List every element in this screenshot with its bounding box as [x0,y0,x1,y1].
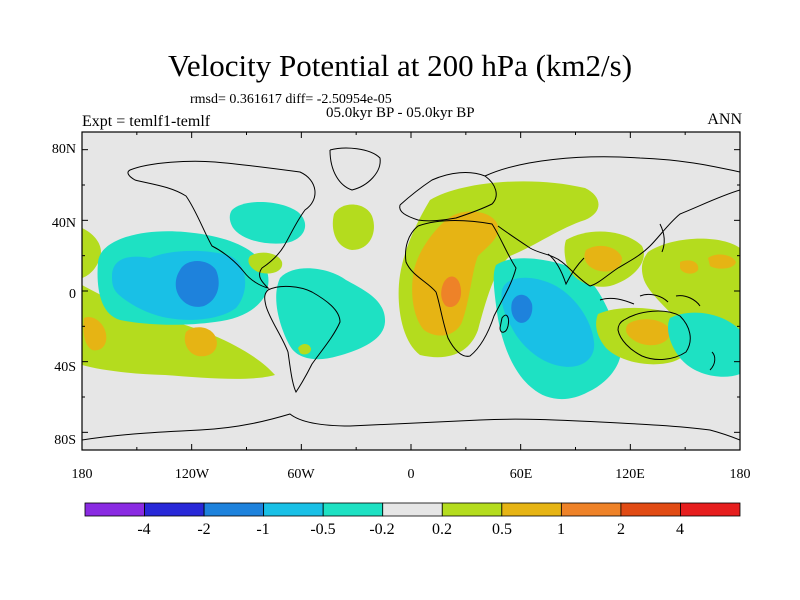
colorbar-box [680,502,741,517]
lon-tick-label: 120E [615,467,645,482]
coast-asia [484,156,740,287]
lat-tick-label: 0 [69,287,76,302]
contour-pos-north-atlantic [332,204,374,250]
coast-greenland [329,147,381,191]
coast-maritime [599,293,701,307]
coast-europe [399,172,497,222]
colorbar-label: -0.5 [310,521,336,538]
coast-australia [617,310,691,360]
coastlines [82,147,740,441]
contour-neg-atlantic-south-america [276,268,386,360]
experiment-label: Expt = temlf1-temlf [82,113,211,130]
period-text: 05.0kyr BP - 05.0kyr BP [326,105,475,121]
contour-pos-pacific-left [83,316,107,351]
coast-india [547,253,585,286]
season-label: ANN [707,111,742,128]
lon-tick-label: 120W [174,467,210,482]
colorbar-label: 2 [617,521,625,538]
coast-africa [405,220,517,357]
colorbar [84,502,741,517]
contour-pos-amazon-small [298,343,311,355]
colorbar-box [620,502,681,517]
stats-text: rmsd= 0.361617 diff= -2.50954e-05 [190,92,392,107]
contour-pos-western-pacific-core [680,254,736,274]
contour-neg-south-pacific-east [667,312,740,377]
colorbar-box [263,502,324,517]
colorbar-box [322,502,384,517]
colorbar-label: -2 [197,521,211,538]
lon-tick-label: 60E [509,467,533,482]
contour-pos-australia-core [625,319,671,346]
lat-tick-label: 80S [54,433,76,448]
coast-south-america [264,285,341,393]
contour-fill-layer [82,181,740,400]
coast-north-america [127,160,316,289]
lon-tick-label: 180 [71,467,93,482]
coast-new-zealand [709,351,716,371]
lat-tick-label: 40S [54,360,76,375]
coast-madagascar [499,314,509,333]
contour-pos-caribbean [248,252,283,274]
colorbar-box [501,502,562,517]
colorbar-box [84,502,145,517]
colorbar-box [560,502,622,517]
colorbar-label: 1 [557,521,565,538]
coast-antarctica [82,413,740,441]
contour-pos-east-asia-core [584,245,622,272]
colorbar-box [144,502,205,517]
axis-ticks [81,132,741,450]
contour-pos-africa-core [441,276,462,308]
colorbar-label: 4 [676,521,684,538]
coast-japan [659,223,665,253]
colorbar-box [382,502,443,517]
colorbar-box [441,502,503,517]
contour-pos-pacific-center [184,327,217,357]
colorbar-box [203,502,265,517]
contour-neg-pacific-core [175,261,219,307]
colorbar-label: -0.2 [369,521,395,538]
lon-tick-label: 0 [407,467,415,482]
lon-tick-label: 60W [287,467,315,482]
lat-tick-label: 80N [51,142,76,157]
map-title: Velocity Potential at 200 hPa (km2/s) [167,48,633,83]
colorbar-label: 0.2 [432,521,452,538]
contour-pos-west-pacific [82,228,101,278]
lon-tick-label: 180 [729,467,751,482]
colorbar-label: -4 [137,521,151,538]
colorbar-label: -1 [256,521,270,538]
contour-neg-north-america [229,201,306,244]
colorbar-label: 0.5 [492,521,512,538]
contour-pos-africa-mid [412,211,499,336]
lat-tick-label: 40N [51,216,76,231]
contour-neg-indian-core [511,294,533,323]
